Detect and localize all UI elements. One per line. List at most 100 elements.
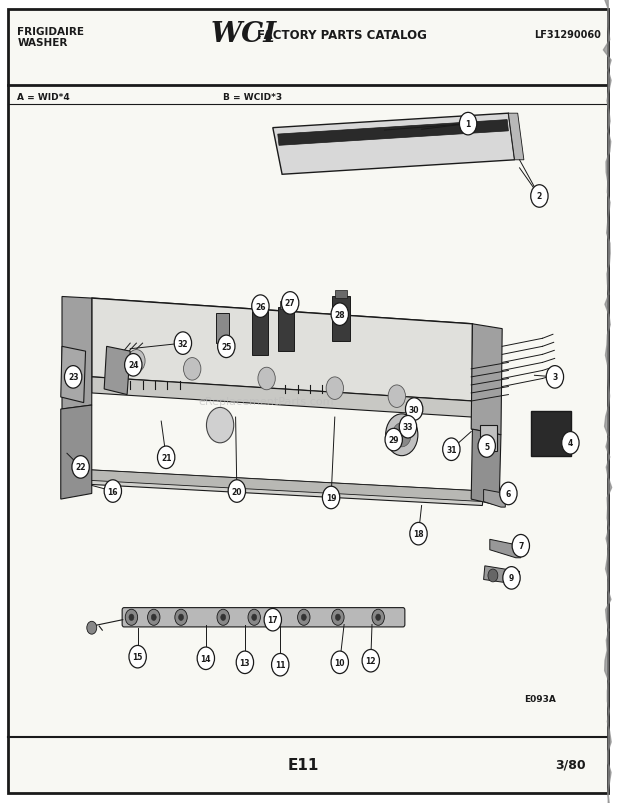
Text: 12: 12 [366,656,376,666]
Text: 33: 33 [403,422,413,432]
Circle shape [385,429,402,451]
Circle shape [331,304,348,326]
Text: 28: 28 [334,310,345,320]
Text: E093A: E093A [524,694,556,703]
Text: 22: 22 [76,463,86,472]
Polygon shape [92,299,472,339]
Circle shape [362,650,379,672]
Text: FACTORY PARTS CATALOG: FACTORY PARTS CATALOG [257,29,427,42]
Circle shape [252,296,269,318]
Polygon shape [61,406,92,499]
Polygon shape [484,490,505,507]
Circle shape [443,438,460,461]
Text: WASHER: WASHER [17,39,68,48]
Text: A = WID*4: A = WID*4 [17,92,70,102]
FancyBboxPatch shape [122,608,405,627]
Circle shape [174,332,192,355]
Text: 19: 19 [326,493,336,503]
Circle shape [335,614,340,621]
Text: 4: 4 [568,438,573,448]
Circle shape [326,377,343,400]
Circle shape [531,185,548,208]
Circle shape [500,483,517,505]
Bar [335,291,347,299]
Circle shape [258,368,275,390]
Polygon shape [61,347,86,403]
Circle shape [248,609,260,626]
Text: E11: E11 [288,757,319,772]
Text: 9: 9 [509,573,514,583]
Circle shape [236,651,254,674]
Bar [480,426,497,451]
Circle shape [175,609,187,626]
Text: 1: 1 [466,120,471,129]
Text: 24: 24 [128,361,138,370]
Bar [254,305,265,313]
Text: 3/80: 3/80 [555,758,586,771]
Circle shape [129,646,146,668]
Polygon shape [278,120,508,146]
Circle shape [206,408,234,443]
Circle shape [301,614,306,621]
Text: 26: 26 [255,302,265,312]
Circle shape [148,609,160,626]
Circle shape [125,354,142,377]
Circle shape [405,398,423,421]
Circle shape [562,432,579,454]
Circle shape [388,385,405,408]
Circle shape [228,480,246,503]
Bar [531,412,571,456]
Circle shape [125,609,138,626]
Circle shape [221,614,226,621]
Polygon shape [79,470,484,506]
Polygon shape [471,430,501,506]
Text: eReplacementParts.com: eReplacementParts.com [199,397,334,406]
Text: 32: 32 [178,339,188,349]
Circle shape [264,609,281,631]
Bar [252,312,268,356]
Bar [332,297,350,341]
Text: LF31290060: LF31290060 [534,30,601,39]
Text: 20: 20 [232,487,242,496]
Text: 17: 17 [267,615,278,625]
Bar [278,308,294,352]
Polygon shape [490,540,521,558]
Polygon shape [484,566,520,585]
Circle shape [217,609,229,626]
Text: 29: 29 [389,435,399,445]
Circle shape [252,614,257,621]
Circle shape [459,113,477,136]
Circle shape [512,535,529,557]
Text: 15: 15 [133,652,143,662]
Text: 7: 7 [518,541,523,551]
Circle shape [72,456,89,479]
Text: 3: 3 [552,373,557,382]
Circle shape [157,446,175,469]
Polygon shape [62,297,92,410]
Circle shape [281,292,299,315]
Circle shape [272,654,289,676]
Circle shape [322,487,340,509]
Circle shape [129,614,134,621]
Text: 6: 6 [506,489,511,499]
Circle shape [218,336,235,358]
Circle shape [399,416,417,438]
Bar [216,313,229,344]
Bar [280,301,291,309]
Text: 23: 23 [68,373,78,382]
Text: 31: 31 [446,445,456,454]
Circle shape [386,414,418,456]
Text: 11: 11 [275,660,285,670]
Polygon shape [508,114,524,161]
Text: 2: 2 [537,192,542,202]
Text: B = WCID*3: B = WCID*3 [223,92,282,102]
Circle shape [478,435,495,458]
Text: 30: 30 [409,405,419,414]
Circle shape [372,609,384,626]
Polygon shape [471,324,502,435]
Circle shape [410,523,427,545]
Text: 5: 5 [484,442,489,451]
Circle shape [546,366,564,389]
Polygon shape [273,114,515,175]
Polygon shape [79,470,484,502]
